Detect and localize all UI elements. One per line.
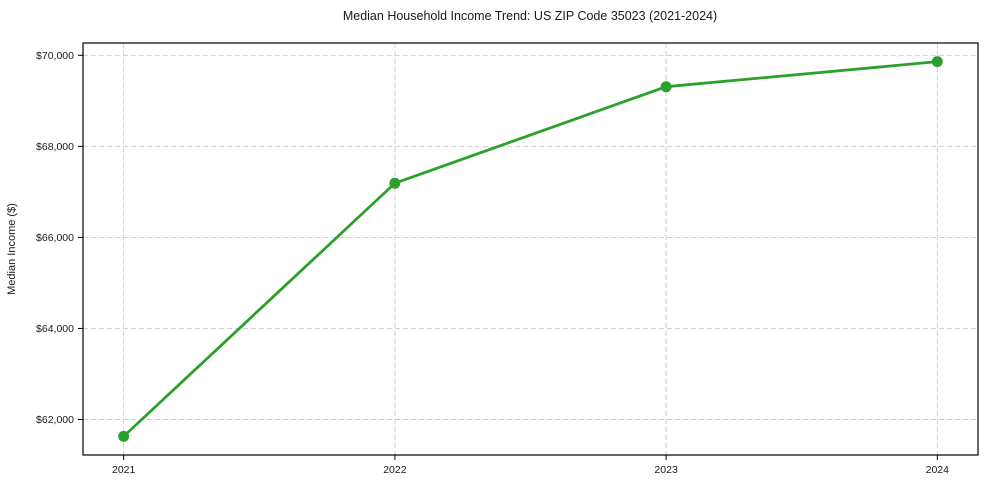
y-tick-label: $66,000 bbox=[36, 232, 74, 244]
y-tick-label: $68,000 bbox=[36, 141, 74, 153]
y-tick-label: $64,000 bbox=[36, 323, 74, 335]
x-tick-label: 2022 bbox=[383, 464, 407, 476]
y-tick-label: $62,000 bbox=[36, 414, 74, 426]
axis-tick-labels: $62,000 $64,000 $66,000 $68,000 $70,000 2021 2… bbox=[36, 50, 949, 476]
plot-border bbox=[82, 42, 979, 456]
plot-area bbox=[83, 43, 978, 455]
data-point-2022 bbox=[389, 177, 401, 189]
y-tick-label: $70,000 bbox=[36, 50, 74, 62]
y-axis-label: Median Income ($) bbox=[6, 203, 18, 295]
x-tick-label: 2021 bbox=[112, 464, 136, 476]
data-point-2024 bbox=[931, 56, 943, 68]
gridlines bbox=[83, 43, 978, 455]
income-trend-line bbox=[122, 60, 939, 438]
x-tick-label: 2024 bbox=[926, 464, 950, 476]
data-point-2023 bbox=[660, 81, 672, 93]
chart-title: Median Household Income Trend: US ZIP Co… bbox=[343, 9, 717, 23]
income-line-series bbox=[118, 56, 943, 442]
data-point-2021 bbox=[118, 430, 130, 442]
axis-ticks bbox=[78, 54, 938, 460]
x-tick-label: 2023 bbox=[654, 464, 678, 476]
